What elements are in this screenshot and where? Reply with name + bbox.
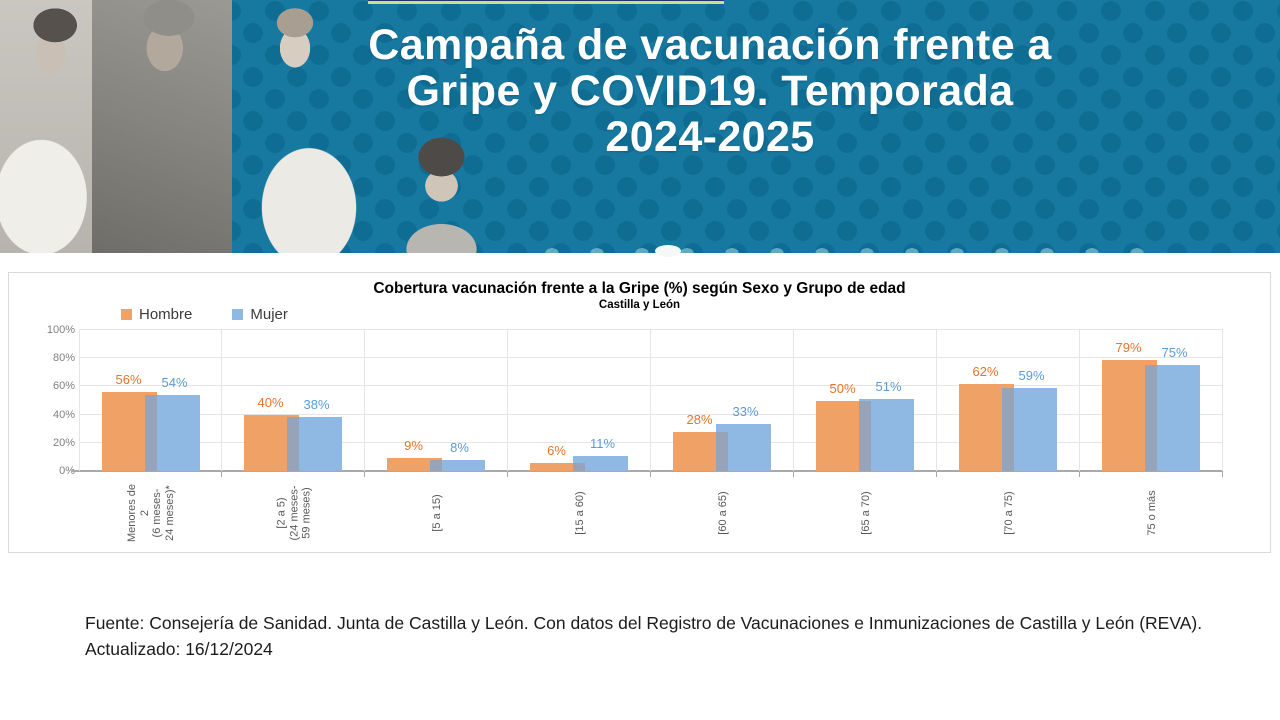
data-label-hombre: 56% <box>115 372 142 388</box>
x-category-label: [2 a 5) (24 meses- 59 meses) <box>274 485 312 541</box>
legend-item-mujer: Mujer <box>232 306 288 323</box>
data-label-hombre: 79% <box>1115 339 1142 355</box>
x-label-cell: [60 a 65) <box>651 474 794 552</box>
x-category-label: [60 a 65) <box>716 491 729 535</box>
axis-tick <box>507 472 508 477</box>
older-man-photo <box>92 0 232 253</box>
x-category-label: [65 a 70) <box>859 491 872 535</box>
x-category-label: 75 o más <box>1145 490 1158 536</box>
legend-label-hombre: Hombre <box>139 306 193 323</box>
banner-bottom-dots <box>530 244 1150 253</box>
y-tick-label: 0% <box>59 465 75 477</box>
x-label-cell: Menores de 2 (6 meses- 24 meses)* <box>79 474 222 552</box>
bar-group: 56% 54% <box>79 330 222 477</box>
axis-tick <box>936 472 937 477</box>
x-label-cell: [70 a 75) <box>937 474 1080 552</box>
x-category-label: [5 a 15) <box>430 494 443 532</box>
bar-overlap <box>1145 365 1157 471</box>
y-tick-label: 60% <box>52 380 75 393</box>
gridline-40 <box>79 413 1223 415</box>
data-label-hombre: 40% <box>257 394 284 410</box>
data-label-hombre: 9% <box>404 438 423 454</box>
x-category-label: [15 a 60) <box>573 491 586 535</box>
bar-group: 28% 33% <box>651 330 794 477</box>
x-label-cell: [5 a 15) <box>365 474 508 552</box>
y-tick-label: 20% <box>52 436 75 449</box>
banner-title: Campaña de vacunación frente a Gripe y C… <box>368 21 1052 161</box>
bar-mujer <box>430 459 485 471</box>
data-label-mujer: 59% <box>1018 367 1045 383</box>
bar-group: 6% 11% <box>508 330 651 477</box>
axis-tick <box>221 472 222 477</box>
updated-line: Actualizado: 16/12/2024 <box>85 639 273 659</box>
y-tick-label: 100% <box>46 324 75 336</box>
data-label-mujer: 75% <box>1161 345 1188 361</box>
x-axis-line <box>71 470 1223 472</box>
data-label-hombre: 50% <box>829 380 856 396</box>
gridline-80 <box>79 357 1223 359</box>
legend-item-hombre: Hombre <box>121 306 192 323</box>
top-navy-strip <box>368 0 724 4</box>
bar-overlap <box>287 417 299 471</box>
bar-overlap <box>430 459 442 471</box>
x-category-label: Menores de 2 (6 meses- 24 meses)* <box>125 483 176 543</box>
plot-area <box>71 329 1223 472</box>
hombre-swatch-icon <box>121 309 132 320</box>
y-tick-label: 80% <box>52 352 75 365</box>
x-label-cell: [15 a 60) <box>508 474 651 552</box>
bar-group: 62% 59% <box>937 330 1080 477</box>
bar-hombre <box>387 458 442 471</box>
y-tick-label: 40% <box>52 408 75 421</box>
y-axis-labels: 0% 20% 40% 60% 80% 100% <box>19 324 75 477</box>
source-note: Fuente: Consejería de Sanidad. Junta de … <box>85 610 1230 662</box>
axis-tick <box>793 472 794 477</box>
bar-groups: 56% 54% 40% 38% 9% 8% 6% 11% 28% 33% 50% 51% 62% 59% 7… <box>79 330 1223 477</box>
bar-overlap <box>716 431 728 471</box>
flu-coverage-chart: Cobertura vacunación frente a la Gripe (… <box>8 272 1271 553</box>
bar-group: 9% 8% <box>365 330 508 477</box>
x-label-cell: 75 o más <box>1080 474 1223 552</box>
chart-subtitle: Castilla y León <box>598 299 681 311</box>
axis-tick <box>1222 472 1223 477</box>
gridline-100 <box>79 329 1223 330</box>
data-label-mujer: 8% <box>450 439 469 455</box>
data-label-hombre: 62% <box>972 363 999 379</box>
data-label-mujer: 38% <box>303 397 330 413</box>
bar-group: 50% 51% <box>794 330 937 477</box>
bar-overlap <box>145 394 157 471</box>
source-line: Fuente: Consejería de Sanidad. Junta de … <box>85 613 1203 633</box>
banner-white-dot <box>655 245 681 257</box>
bar-overlap <box>1002 387 1014 471</box>
campaign-banner: Campaña de vacunación frente a Gripe y C… <box>0 0 1280 257</box>
bar-mujer <box>573 455 628 471</box>
axis-tick <box>650 472 651 477</box>
gridline-60 <box>79 385 1223 387</box>
bar-group: 40% 38% <box>222 330 365 477</box>
legend-label-mujer: Mujer <box>250 306 288 323</box>
child-photo <box>368 133 515 253</box>
axis-tick <box>364 472 365 477</box>
data-label-hombre: 6% <box>547 442 566 458</box>
x-label-cell: [2 a 5) (24 meses- 59 meses) <box>222 474 365 552</box>
bar-group: 79% 75% <box>1080 330 1223 477</box>
mujer-swatch-icon <box>232 309 244 320</box>
data-label-mujer: 33% <box>732 404 759 420</box>
adult-woman-photo <box>0 0 92 253</box>
data-label-mujer: 54% <box>161 374 188 390</box>
data-label-mujer: 11% <box>589 435 616 451</box>
gridline-20 <box>79 441 1223 443</box>
chart-legend: Hombre Mujer <box>121 306 288 323</box>
chart-title: Cobertura vacunación frente a la Gripe (… <box>373 280 906 297</box>
x-label-cell: [65 a 70) <box>794 474 937 552</box>
data-label-hombre: 28% <box>686 411 713 427</box>
young-woman-photo <box>232 0 372 253</box>
bar-overlap <box>859 400 871 471</box>
bar-overlap <box>573 462 585 471</box>
x-axis-labels: Menores de 2 (6 meses- 24 meses)* [2 a 5)… <box>79 474 1223 552</box>
bar-hombre <box>530 462 585 471</box>
data-label-mujer: 51% <box>875 379 902 395</box>
axis-tick <box>1079 472 1080 477</box>
x-category-label: [70 a 75) <box>1002 491 1015 535</box>
